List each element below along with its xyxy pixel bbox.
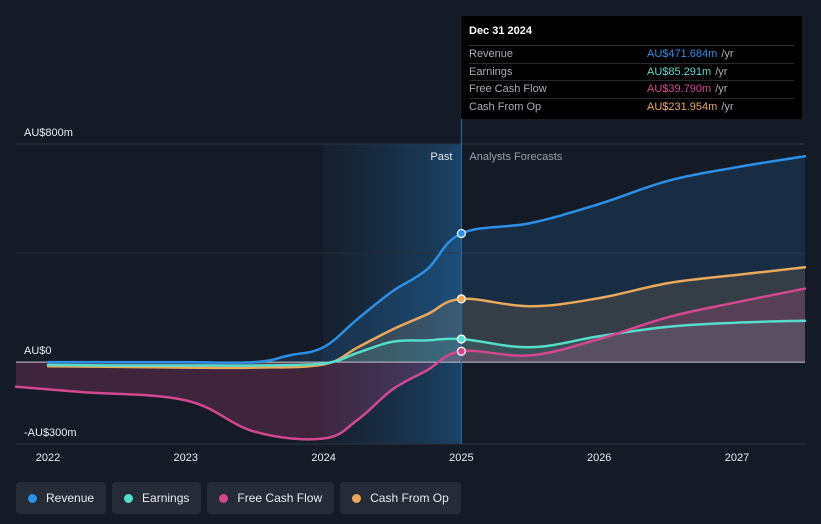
x-tick-label: 2026 [587, 452, 611, 464]
tooltip-unit: /yr [715, 65, 728, 78]
series-area-revenue [48, 156, 805, 363]
x-tick-label: 2023 [174, 452, 198, 464]
y-tick-label: -AU$300m [24, 427, 77, 439]
legend-item-cash-from-op[interactable]: Cash From Op [340, 482, 461, 514]
series-area-fcf [16, 288, 805, 440]
series-marker-earnings [456, 334, 466, 344]
legend-label: Free Cash Flow [237, 491, 323, 505]
tooltip: Dec 31 2024 Revenue AU$471.684m /yr Earn… [461, 16, 802, 119]
series-marker-revenue [456, 228, 466, 239]
series-line-revenue [46, 155, 807, 364]
legend-item-revenue[interactable]: Revenue [16, 482, 107, 514]
tooltip-value: AU$85.291m [647, 65, 712, 78]
past-label: Past [430, 151, 452, 163]
forecast-label: Analysts Forecasts [469, 151, 562, 163]
tooltip-row-free-cash-flow: Free Cash Flow AU$39.790m /yr [469, 81, 794, 99]
tooltip-value: AU$471.684m [647, 48, 718, 60]
tooltip-label: Free Cash Flow [469, 83, 547, 95]
tooltip-label: Revenue [469, 48, 514, 60]
tooltip-label: Earnings [469, 65, 513, 78]
tooltip-unit: /yr [721, 48, 734, 60]
past-region-highlight [323, 144, 462, 444]
legend-item-earnings[interactable]: Earnings [112, 482, 202, 514]
series-line-fcf [14, 287, 807, 441]
free-cash-flow-dot-icon [219, 493, 229, 503]
legend: Revenue Earnings Free Cash Flow Cash Fro… [16, 482, 461, 514]
tooltip-value: AU$39.790m [647, 83, 712, 95]
tooltip-unit: /yr [715, 83, 728, 95]
x-tick-label: 2024 [311, 452, 335, 464]
x-tick-label: 2027 [725, 452, 749, 464]
legend-label: Earnings [142, 491, 190, 505]
series-line-cfo [46, 266, 807, 370]
revenue-dot-icon [28, 493, 37, 503]
series-marker-fcf [456, 346, 466, 356]
x-tick-label: 2025 [449, 452, 473, 464]
legend-item-free-cash-flow[interactable]: Free Cash Flow [207, 482, 335, 514]
tooltip-unit: /yr [721, 100, 734, 113]
tooltip-row-revenue: Revenue AU$471.684m /yr [469, 46, 794, 64]
y-tick-label: AU$800m [24, 127, 73, 139]
tooltip-value: AU$231.954m [647, 100, 718, 113]
series-line-earnings [46, 319, 807, 367]
y-tick-label: AU$0 [24, 345, 52, 357]
cash-from-op-dot-icon [352, 493, 362, 503]
series-area-earnings [48, 320, 805, 366]
tooltip-label: Cash From Op [469, 100, 542, 113]
tooltip-date: Dec 31 2024 [469, 24, 794, 46]
tooltip-row-cash-from-op: Cash From Op AU$231.954m /yr [469, 99, 794, 117]
series-area-cfo [48, 267, 805, 368]
series-marker-cfo [456, 294, 466, 304]
tooltip-row-earnings: Earnings AU$85.291m /yr [469, 64, 794, 81]
legend-label: Revenue [46, 491, 95, 505]
x-tick-label: 2022 [36, 452, 60, 464]
earnings-dot-icon [124, 493, 134, 503]
legend-label: Cash From Op [370, 491, 449, 505]
